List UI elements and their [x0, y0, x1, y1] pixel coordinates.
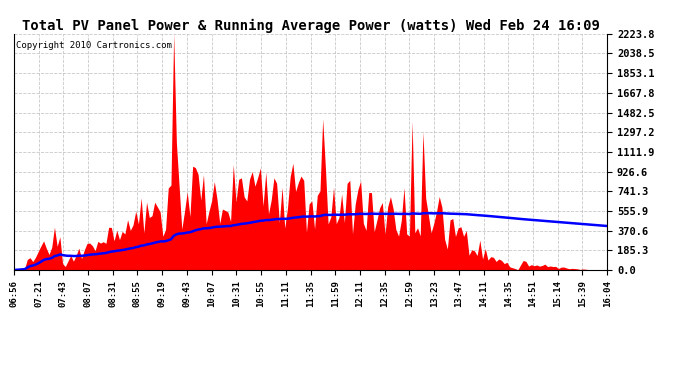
Title: Total PV Panel Power & Running Average Power (watts) Wed Feb 24 16:09: Total PV Panel Power & Running Average P… [21, 18, 600, 33]
Text: Copyright 2010 Cartronics.com: Copyright 2010 Cartronics.com [16, 41, 171, 50]
